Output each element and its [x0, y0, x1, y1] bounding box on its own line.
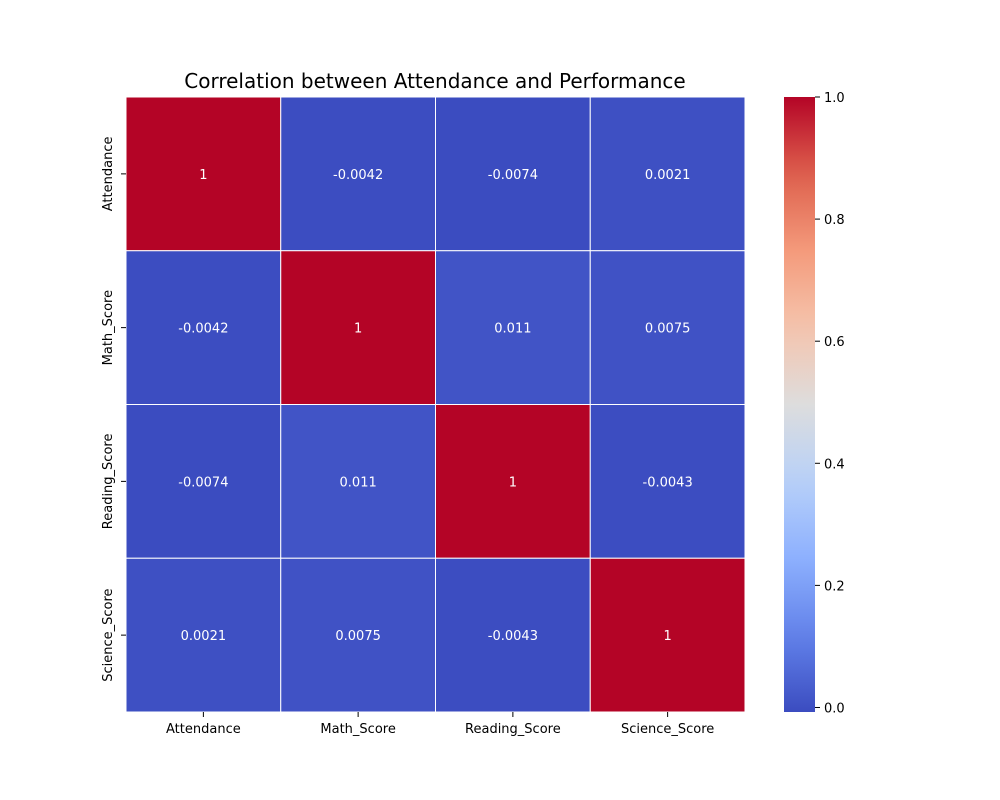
heatmap-cell — [280, 404, 436, 559]
heatmap-cell — [280, 96, 436, 252]
cell-annotation: 0.0021 — [181, 629, 227, 644]
cell-annotation: 1 — [199, 168, 207, 183]
colorbar-tick-label: 0.0 — [824, 701, 845, 716]
colorbar-tick-label: 0.2 — [824, 579, 845, 594]
heatmap-cell — [125, 96, 282, 252]
y-tick-label: Math_Score — [101, 290, 116, 365]
chart-title: Correlation between Attendance and Perfo… — [184, 69, 685, 93]
colorbar-tick-label: 0.8 — [824, 213, 845, 228]
heatmap-cell — [589, 557, 746, 713]
cell-annotation: 1 — [509, 475, 517, 490]
y-axis: Attendance Math_Score Reading_Score Science… — [101, 137, 126, 682]
colorbar-tick-label: 1.0 — [824, 91, 845, 106]
heatmap-cell — [589, 250, 746, 405]
x-tick-label: Reading_Score — [465, 722, 561, 737]
cell-annotation: 0.0075 — [645, 322, 691, 337]
cell-annotation: -0.0074 — [178, 475, 228, 490]
cell-annotation: 0.011 — [340, 475, 377, 490]
cell-annotation: -0.0043 — [643, 475, 693, 490]
x-tick-label: Science_Score — [621, 722, 714, 737]
x-tick-label: Attendance — [166, 722, 241, 737]
y-tick-label: Attendance — [101, 137, 116, 212]
colorbar: 0.0 0.2 0.4 0.6 0.8 1.0 — [784, 91, 845, 716]
cell-annotation: -0.0043 — [488, 629, 538, 644]
y-tick-label: Reading_Score — [101, 434, 116, 530]
x-tick-label: Math_Score — [320, 722, 395, 737]
cell-annotation: 1 — [354, 322, 362, 337]
heatmap-cell — [125, 557, 282, 713]
cell-annotation: -0.0074 — [488, 168, 538, 183]
heatmap-cell — [280, 250, 436, 405]
heatmap-cell — [435, 250, 591, 405]
heatmap-cells — [125, 96, 746, 713]
cell-annotation: -0.0042 — [333, 168, 383, 183]
heatmap-cell — [589, 404, 746, 559]
cell-annotation: 1 — [663, 629, 671, 644]
heatmap-cell — [125, 250, 282, 405]
y-tick-label: Science_Score — [101, 588, 116, 681]
heatmap-cell — [435, 557, 591, 713]
cell-annotation: 0.0021 — [645, 168, 691, 183]
cell-annotation: -0.0042 — [178, 322, 228, 337]
colorbar-gradient — [784, 97, 815, 712]
heatmap-cell — [280, 557, 436, 713]
cell-annotations: 1 -0.0042 -0.0074 0.0021 -0.0042 1 0.011 0.0075… — [178, 168, 692, 644]
heatmap-cell — [589, 96, 746, 252]
colorbar-tick-label: 0.4 — [824, 457, 845, 472]
cell-annotation: 0.0075 — [335, 629, 381, 644]
colorbar-tick-label: 0.6 — [824, 335, 845, 350]
x-axis: Attendance Math_Score Reading_Score Science… — [166, 712, 714, 737]
cell-annotation: 0.011 — [494, 322, 531, 337]
heatmap-cell — [435, 96, 591, 252]
